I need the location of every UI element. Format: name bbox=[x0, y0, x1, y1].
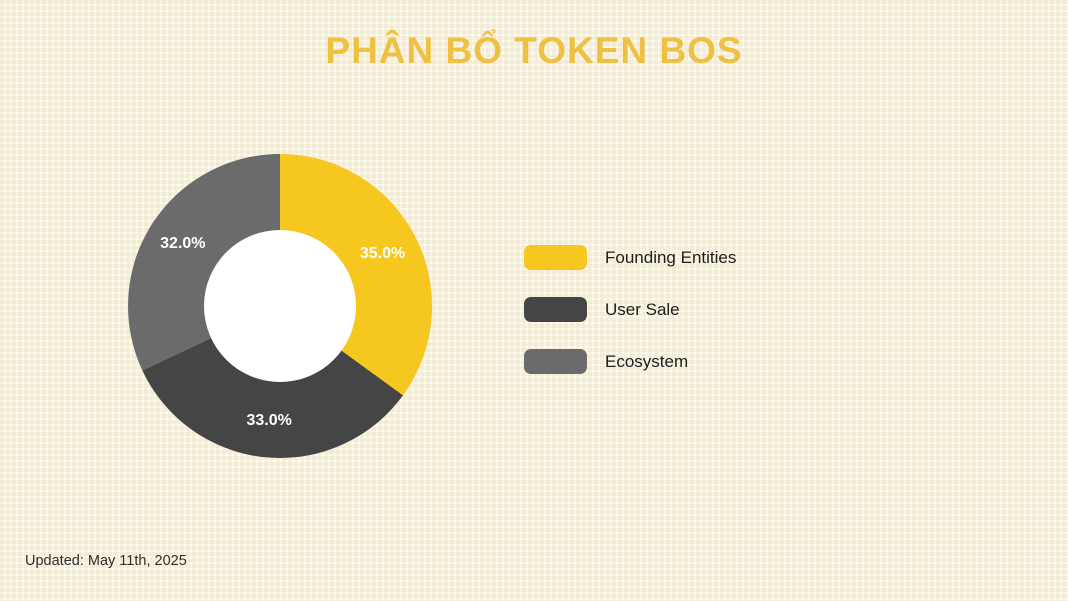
legend-label: User Sale bbox=[605, 299, 680, 319]
legend-item-user-sale: User Sale bbox=[524, 297, 736, 322]
slice-label: 35.0% bbox=[359, 244, 406, 262]
donut-hole bbox=[204, 230, 356, 382]
legend-swatch bbox=[524, 349, 587, 374]
donut-chart: 35.0% 33.0% 32.0% bbox=[128, 154, 432, 458]
updated-note: Updated: May 11th, 2025 bbox=[25, 553, 187, 569]
legend-label: Ecosystem bbox=[605, 351, 689, 371]
legend-swatch bbox=[524, 297, 587, 322]
legend-item-ecosystem: Ecosystem bbox=[524, 349, 736, 374]
page-title: PHÂN BỔ TOKEN BOS bbox=[325, 30, 743, 71]
slice-label: 33.0% bbox=[246, 411, 292, 429]
legend-item-founding-entities: Founding Entities bbox=[524, 245, 736, 270]
legend-swatch bbox=[524, 245, 587, 270]
slice-label: 32.0% bbox=[160, 235, 206, 253]
legend-label: Founding Entities bbox=[605, 247, 737, 267]
chart-legend: Founding Entities User Sale Ecosystem bbox=[524, 245, 736, 401]
